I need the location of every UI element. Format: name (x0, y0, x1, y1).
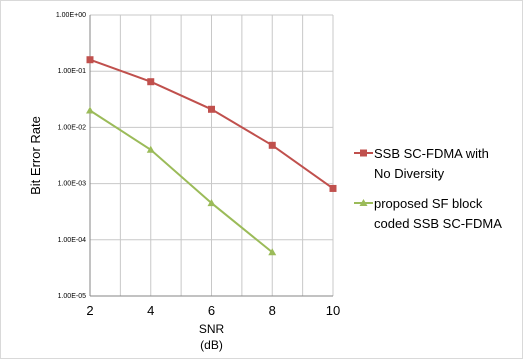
data-point (146, 145, 155, 153)
y-tick-label: 1.00E+00 (56, 12, 86, 19)
legend-label: proposed SF block (374, 196, 483, 211)
legend-marker (360, 149, 367, 157)
data-point (329, 184, 337, 192)
y-tick-label: 1.00E-04 (58, 237, 87, 244)
data-point (147, 78, 155, 86)
y-tick-label: 1.00E-02 (58, 124, 87, 131)
y-tick-label: 1.00E-05 (58, 293, 87, 300)
data-point (208, 105, 215, 113)
x-axis-title: (dB) (200, 338, 223, 352)
x-tick-label: 4 (147, 303, 154, 318)
data-point (86, 56, 94, 64)
data-point (268, 141, 276, 149)
x-tick-label: 6 (208, 303, 215, 318)
y-tick-label: 1.00E-01 (58, 68, 87, 75)
legend-label: coded SSB SC-FDMA (374, 216, 502, 231)
x-tick-label: 8 (269, 303, 276, 318)
legend-label: SSB SC-FDMA with (374, 146, 489, 161)
y-tick-label: 1.00E-03 (58, 181, 87, 188)
x-tick-label: 2 (86, 303, 93, 318)
x-axis-title: SNR (199, 322, 225, 336)
legend-label: No Diversity (374, 166, 445, 181)
legend-marker (359, 199, 368, 206)
data-point (268, 248, 277, 256)
data-point (86, 106, 94, 114)
series-line (89, 109, 273, 254)
y-axis-title: Bit Error Rate (28, 116, 43, 195)
data-point (207, 199, 216, 207)
x-tick-label: 10 (326, 303, 340, 318)
